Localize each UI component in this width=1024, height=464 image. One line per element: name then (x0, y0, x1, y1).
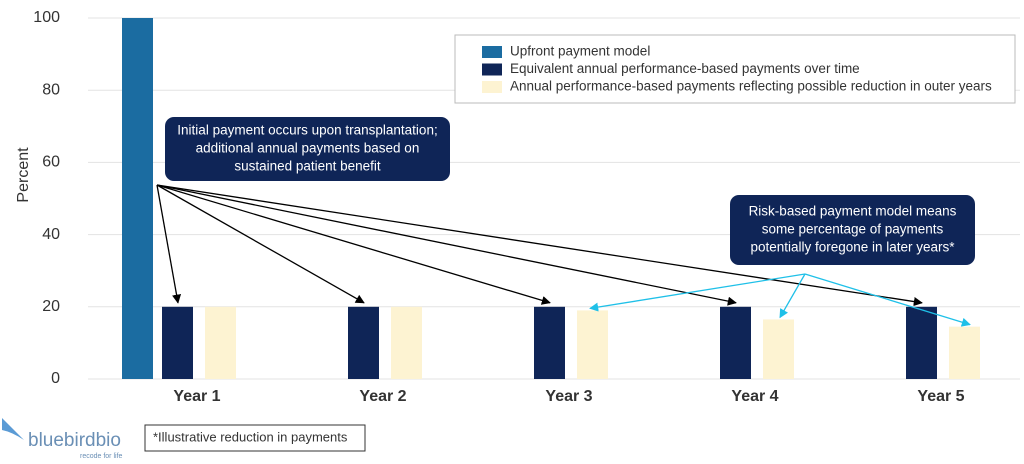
annotation-text: Initial payment occurs upon transplantat… (177, 123, 437, 138)
arrow (156, 184, 365, 304)
bar (348, 306, 379, 379)
bar (205, 306, 236, 379)
y-tick-label: 100 (33, 9, 60, 26)
annotation-text: some percentage of payments (762, 222, 944, 237)
bar (122, 18, 153, 379)
annotation-text: sustained patient benefit (234, 159, 381, 174)
annotation-box (730, 195, 975, 265)
y-tick-label: 0 (51, 370, 60, 387)
arrow (156, 184, 182, 304)
legend-label: Annual performance-based payments reflec… (510, 79, 992, 94)
legend-label: Upfront payment model (510, 44, 650, 59)
legend-swatch (482, 63, 502, 76)
logo-mark (2, 418, 24, 440)
arrow (779, 273, 806, 319)
bar (162, 306, 193, 379)
logo-name: bluebirdbio (28, 430, 121, 451)
footnote-box (144, 424, 366, 452)
x-tick-label: Year 4 (731, 388, 778, 405)
bar (906, 306, 937, 379)
legend-box (454, 34, 1016, 104)
legend-label: Equivalent annual performance-based paym… (510, 61, 860, 76)
bar (391, 306, 422, 379)
bar (949, 326, 980, 379)
logo-tagline: recode for life (80, 453, 123, 460)
bar (720, 306, 751, 379)
arrow (156, 184, 923, 307)
x-tick-label: Year 2 (359, 388, 406, 405)
x-tick-label: Year 5 (917, 388, 964, 405)
annotation-text: additional annual payments based on (196, 141, 420, 156)
y-axis-label: Percent (15, 147, 32, 203)
bar (763, 319, 794, 379)
legend-swatch (482, 46, 502, 58)
x-tick-label: Year 1 (173, 388, 220, 405)
legend-swatch (482, 81, 502, 93)
y-tick-label: 40 (42, 226, 60, 243)
x-tick-label: Year 3 (545, 388, 592, 405)
annotation-text: potentially foregone in later years* (750, 240, 955, 255)
arrow (589, 273, 806, 312)
annotation-box (165, 117, 450, 181)
y-tick-label: 60 (42, 154, 60, 171)
arrow (156, 184, 737, 306)
y-tick-label: 20 (42, 298, 60, 315)
arrow (804, 273, 971, 327)
footnote: *Illustrative reduction in payments (153, 429, 348, 444)
arrow (156, 184, 551, 305)
bar (577, 310, 608, 379)
bar (534, 306, 565, 379)
annotation-text: Risk-based payment model means (749, 204, 957, 219)
y-tick-label: 80 (42, 81, 60, 98)
